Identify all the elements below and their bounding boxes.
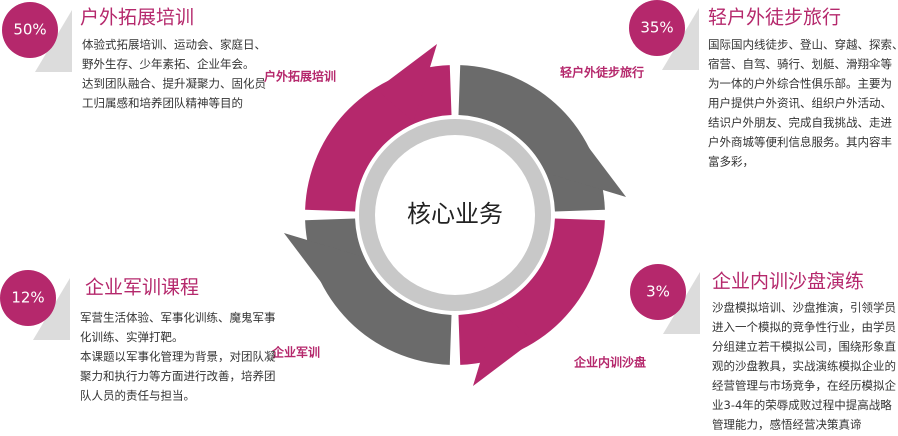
section-text: 体验式拓展培训、运动会、家庭日、	[82, 38, 266, 52]
badge	[629, 0, 685, 56]
section-title: 户外拓展培训	[80, 7, 194, 29]
section-text: 工归属感和培养团队精神等目的	[82, 96, 243, 110]
section-text: 为一体的户外综合性俱乐部。主要为	[708, 77, 892, 91]
ring	[283, 43, 627, 387]
section-text: 管理能力，感悟经营决策真谛	[712, 418, 862, 432]
ring-arrow	[472, 308, 534, 387]
section-text: 野外生存、少年素拓、企业年会。	[82, 57, 255, 71]
section-title: 轻户外徒步旅行	[708, 7, 841, 29]
ring-label: 企业内训沙盘	[573, 355, 646, 370]
section-text: 进入一个模拟的竞争性行业，由学员	[712, 320, 896, 334]
section-text: 本课题以军事化管理为背景，对团队凝	[80, 350, 276, 364]
section-text: 宿营、自驾、骑行、划艇、滑翔伞等	[708, 57, 892, 71]
ring-label: 户外拓展培训	[264, 69, 336, 84]
section-title: 企业军训课程	[85, 277, 199, 299]
section-text: 达到团队融合、提升凝聚力、固化员	[82, 77, 266, 91]
badge-percent: 12%	[11, 289, 44, 307]
section-text: 富多彩，	[708, 155, 754, 169]
ring-label: 企业军训	[271, 345, 320, 360]
section-text: 业3-4年的荣辱成败过程中提高战略	[712, 398, 892, 412]
badge-percent: 35%	[640, 19, 673, 37]
badge-percent: 50%	[13, 21, 46, 39]
section-text: 分组建立若干模拟公司，围绕形象直	[712, 340, 896, 354]
badge	[0, 270, 56, 326]
center-label: 核心业务	[407, 200, 503, 228]
section-text: 户外商城等便利信息服务。其内容丰	[708, 135, 892, 149]
center-disc	[375, 135, 535, 295]
section-text: 经营管理与市场竞争，在经历模拟企	[712, 379, 896, 393]
ring-arrow	[376, 43, 438, 122]
section-text: 结识户外朋友、完成自我挑战、走进	[708, 116, 892, 130]
badge-percent: 3%	[646, 283, 670, 301]
section-text: 沙盘模拟培训、沙盘推演，引领学员	[712, 301, 896, 315]
badge	[630, 264, 686, 320]
section-text: 聚力和执行力等方面进行改善，培养团	[80, 369, 276, 383]
section-text: 用户提供户外资讯、组织户外活动、	[708, 96, 892, 110]
ring-arrow	[283, 232, 362, 294]
section-title: 企业内训沙盘演练	[712, 271, 864, 293]
section-text: 国际国内线徒步、登山、穿越、探索、	[708, 38, 898, 52]
section-text: 军营生活体验、军事化训练、魔鬼军事	[80, 311, 276, 325]
section-text: 观的沙盘教具，实战演练模拟企业的	[712, 359, 896, 373]
ring-label: 轻户外徒步旅行	[560, 65, 644, 80]
badge	[2, 2, 58, 58]
section-text: 化训练、实弹打靶。	[80, 330, 184, 344]
ring-arrow	[548, 136, 627, 198]
section-text: 队人员的责任与担当。	[80, 389, 195, 403]
